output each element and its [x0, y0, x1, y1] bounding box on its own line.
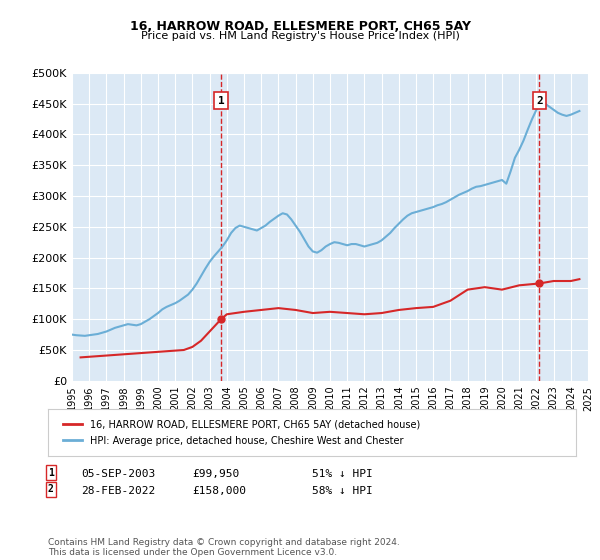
Text: 2: 2: [536, 96, 542, 105]
Text: 51% ↓ HPI: 51% ↓ HPI: [312, 469, 373, 479]
Text: Contains HM Land Registry data © Crown copyright and database right 2024.
This d: Contains HM Land Registry data © Crown c…: [48, 538, 400, 557]
Text: £99,950: £99,950: [192, 469, 239, 479]
Text: 1: 1: [218, 96, 224, 105]
Text: 05-SEP-2003: 05-SEP-2003: [81, 469, 155, 479]
Text: Price paid vs. HM Land Registry's House Price Index (HPI): Price paid vs. HM Land Registry's House …: [140, 31, 460, 41]
Text: £158,000: £158,000: [192, 486, 246, 496]
Text: 16, HARROW ROAD, ELLESMERE PORT, CH65 5AY: 16, HARROW ROAD, ELLESMERE PORT, CH65 5A…: [130, 20, 470, 32]
Text: 2: 2: [48, 484, 54, 494]
Legend: 16, HARROW ROAD, ELLESMERE PORT, CH65 5AY (detached house), HPI: Average price, : 16, HARROW ROAD, ELLESMERE PORT, CH65 5A…: [58, 415, 425, 450]
Text: 58% ↓ HPI: 58% ↓ HPI: [312, 486, 373, 496]
Text: 28-FEB-2022: 28-FEB-2022: [81, 486, 155, 496]
Text: 1: 1: [48, 468, 54, 478]
